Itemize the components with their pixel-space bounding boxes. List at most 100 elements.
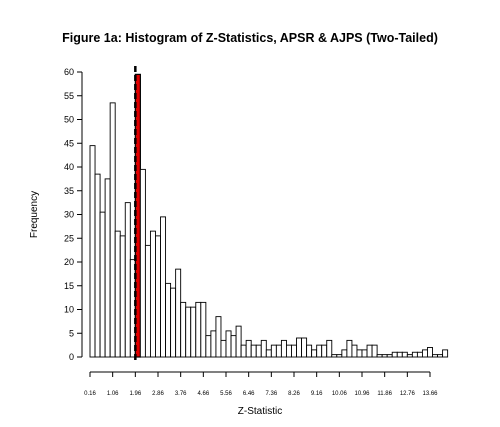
histogram-bar — [427, 347, 433, 358]
histogram-bar — [94, 173, 101, 358]
y-tick-label: 25 — [64, 233, 74, 243]
histogram-bar — [210, 330, 217, 358]
histogram-bar — [109, 102, 116, 358]
histogram-bar — [391, 351, 398, 358]
x-tick-label: 1.96 — [129, 391, 141, 397]
x-tick-label: 11.86 — [377, 391, 392, 397]
histogram-bar — [316, 344, 323, 358]
histogram-bar — [301, 337, 308, 358]
x-tick-label: 10.96 — [354, 391, 370, 397]
histogram-bar — [124, 202, 131, 358]
histogram-bar — [311, 349, 318, 358]
y-tick-label: 5 — [69, 328, 74, 338]
histogram-bar — [205, 335, 212, 358]
histogram-bar — [185, 306, 192, 358]
chart-title: Figure 1a: Histogram of Z-Statistics, AP… — [62, 31, 438, 45]
histogram-bar — [160, 216, 167, 358]
x-tick-label: 4.66 — [197, 391, 209, 397]
histogram-bar — [291, 344, 297, 358]
x-tick-label: 2.86 — [152, 391, 164, 397]
histogram-bar — [386, 354, 393, 358]
histogram-bar — [341, 349, 348, 358]
histogram-bar — [99, 211, 106, 358]
x-tick-label: 12.76 — [400, 391, 416, 397]
x-tick-label: 13.66 — [422, 391, 438, 397]
histogram-bar — [371, 344, 378, 358]
histogram-bar — [149, 230, 156, 358]
histogram-bar — [230, 335, 237, 358]
x-tick-label: 10.06 — [332, 391, 348, 397]
y-tick-label: 45 — [64, 138, 74, 148]
y-tick-label: 15 — [64, 281, 74, 291]
histogram-bar — [270, 344, 277, 358]
x-tick-label: 8.26 — [288, 391, 300, 397]
histogram-bar — [190, 306, 197, 358]
histogram-bar — [144, 244, 151, 358]
histogram-bar — [220, 339, 227, 358]
x-tick-label: 9.16 — [311, 391, 323, 397]
histogram-bar — [170, 287, 177, 358]
histogram-bar — [89, 145, 96, 358]
y-tick-label: 35 — [64, 186, 74, 196]
histogram-bar — [306, 344, 313, 358]
y-tick-label: 20 — [64, 257, 74, 267]
histogram-bar — [280, 339, 287, 358]
histogram-bar — [195, 301, 202, 358]
histogram-bar — [260, 339, 267, 358]
histogram-bar — [119, 235, 126, 358]
histogram-bar — [180, 301, 187, 358]
histogram-bar — [411, 351, 418, 358]
histogram-bar — [155, 235, 161, 358]
histogram-bar — [351, 344, 358, 358]
histogram-bar — [139, 168, 146, 358]
histogram-bar — [255, 344, 262, 358]
x-tick-label: 5.56 — [220, 391, 232, 397]
histogram-bar — [421, 349, 428, 358]
histogram-bar — [356, 349, 363, 358]
histogram-bar — [336, 354, 343, 358]
histogram-bar — [240, 344, 247, 358]
histogram-bar — [346, 339, 353, 358]
y-tick-label: 55 — [64, 91, 74, 101]
histogram-bar — [321, 344, 328, 358]
x-tick-label: 7.36 — [265, 391, 277, 397]
histogram-bar — [245, 339, 252, 358]
histogram-bar — [235, 325, 242, 358]
histogram-bar — [114, 230, 121, 358]
x-tick-label: 0.16 — [84, 391, 96, 397]
histogram-bar — [265, 349, 272, 358]
x-tick-label: 6.46 — [243, 391, 255, 397]
x-axis-label: Z-Statistic — [238, 406, 282, 417]
y-tick-label: 10 — [64, 305, 74, 315]
histogram-bar — [104, 178, 111, 358]
y-tick-label: 30 — [64, 210, 74, 220]
histogram-bar — [215, 316, 222, 358]
histogram-bar — [437, 354, 444, 358]
y-tick-label: 40 — [64, 162, 74, 172]
histogram-bar — [366, 344, 373, 358]
histogram-bar — [200, 301, 207, 358]
histogram-bar — [376, 354, 383, 358]
histogram-bar — [432, 354, 439, 358]
x-tick-label: 1.06 — [107, 391, 119, 397]
histogram-bar — [296, 337, 303, 358]
histogram-bar — [361, 349, 368, 358]
histogram-bar — [175, 268, 182, 358]
histogram-bar — [416, 351, 423, 358]
bars-group — [89, 73, 449, 358]
y-tick-label: 0 — [69, 352, 74, 362]
histogram-bar — [396, 351, 403, 358]
histogram-bar — [331, 354, 338, 358]
histogram-bar — [275, 344, 282, 358]
histogram-bar — [326, 339, 333, 358]
y-tick-label: 60 — [64, 67, 74, 77]
histogram-bar — [381, 354, 388, 358]
y-tick-label: 50 — [64, 115, 74, 125]
histogram-bar — [401, 351, 408, 358]
histogram-bar — [165, 282, 172, 358]
histogram-bar — [406, 354, 413, 358]
x-tick-label: 3.76 — [175, 391, 187, 397]
histogram-bar — [285, 344, 292, 358]
histogram-bar — [225, 330, 232, 358]
